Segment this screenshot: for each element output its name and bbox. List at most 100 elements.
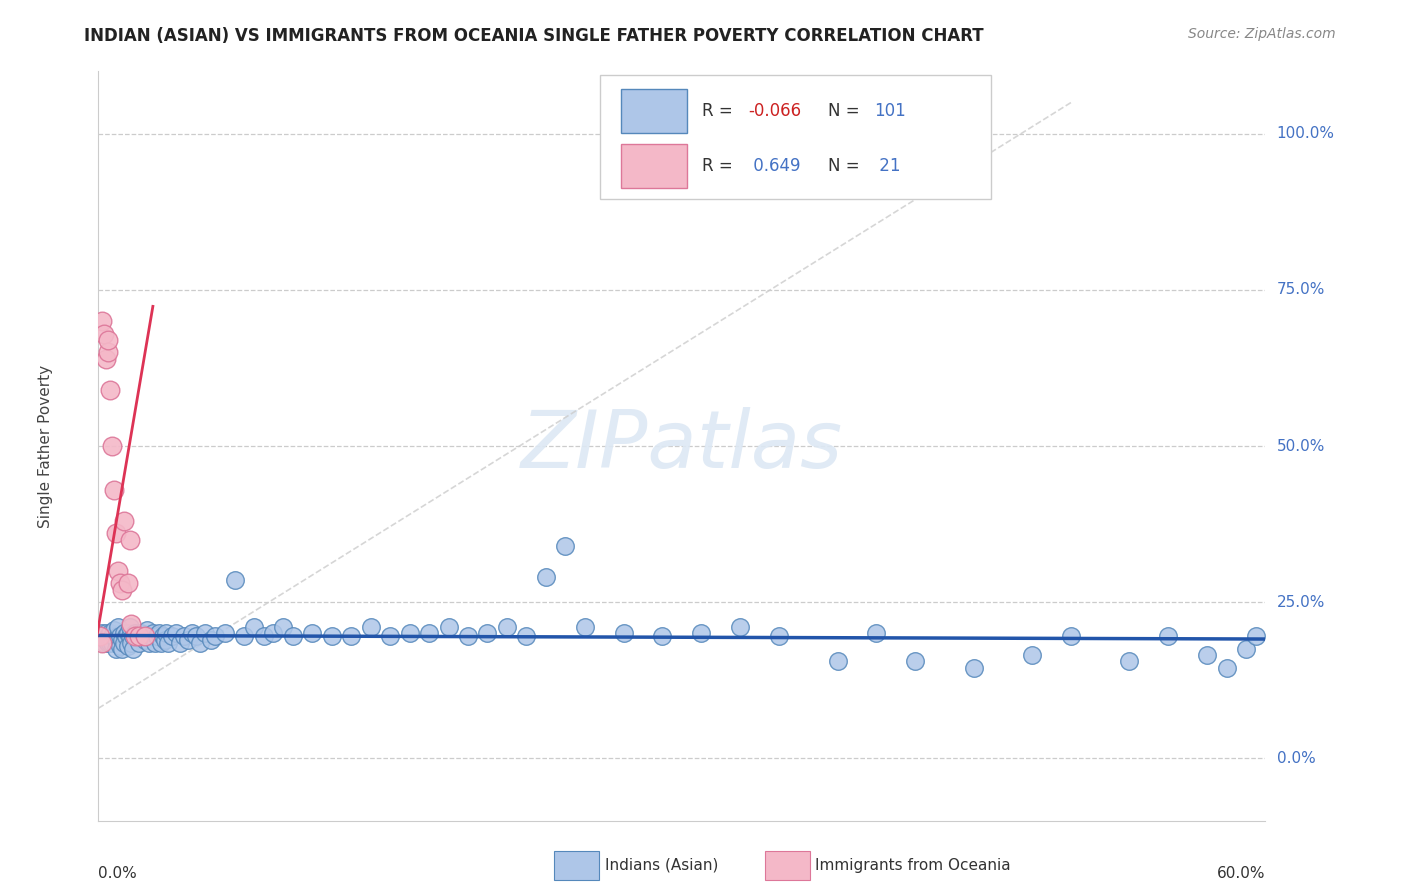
Point xyxy=(962,660,984,675)
Point xyxy=(128,635,150,649)
Point xyxy=(214,626,236,640)
Point xyxy=(91,626,114,640)
Text: INDIAN (ASIAN) VS IMMIGRANTS FROM OCEANIA SINGLE FATHER POVERTY CORRELATION CHAR: INDIAN (ASIAN) VS IMMIGRANTS FROM OCEANI… xyxy=(84,27,984,45)
Point xyxy=(173,630,195,644)
Point xyxy=(180,626,202,640)
Text: Single Father Poverty: Single Father Poverty xyxy=(38,365,53,527)
Point xyxy=(146,630,169,644)
Text: 75.0%: 75.0% xyxy=(1277,283,1324,297)
Text: 60.0%: 60.0% xyxy=(1218,865,1265,880)
Point xyxy=(103,624,125,638)
Point xyxy=(91,635,114,649)
Point xyxy=(134,632,156,647)
Point xyxy=(104,632,127,647)
Point xyxy=(97,333,120,347)
Point xyxy=(117,576,139,591)
Point xyxy=(93,635,115,649)
Point xyxy=(281,630,304,644)
Point xyxy=(111,642,134,657)
Point xyxy=(1244,630,1267,644)
Point xyxy=(243,620,266,634)
Point xyxy=(534,570,557,584)
Point xyxy=(103,630,125,644)
Point xyxy=(121,635,143,649)
Point xyxy=(340,630,363,644)
Point xyxy=(89,630,111,644)
Point xyxy=(112,635,135,649)
Point xyxy=(108,576,131,591)
Point xyxy=(127,630,149,644)
Point xyxy=(177,632,200,647)
Point xyxy=(904,655,927,669)
Point xyxy=(118,620,141,634)
Text: 101: 101 xyxy=(875,103,907,120)
Point xyxy=(1215,660,1237,675)
Point xyxy=(96,626,118,640)
Point xyxy=(188,635,211,649)
Point xyxy=(1118,655,1140,669)
Point xyxy=(111,632,134,647)
Point xyxy=(107,630,129,644)
Text: 0.649: 0.649 xyxy=(748,157,801,175)
Point xyxy=(1157,630,1180,644)
Point xyxy=(457,630,479,644)
Point xyxy=(515,630,537,644)
Point xyxy=(1195,648,1218,662)
Point xyxy=(153,632,176,647)
Point xyxy=(117,626,139,640)
Text: R =: R = xyxy=(702,103,738,120)
Point xyxy=(122,630,145,644)
Point xyxy=(200,632,222,647)
FancyBboxPatch shape xyxy=(600,75,991,199)
Point xyxy=(101,630,124,644)
Point xyxy=(271,620,294,634)
Point xyxy=(194,626,217,640)
Text: R =: R = xyxy=(702,157,738,175)
Point xyxy=(142,626,165,640)
FancyBboxPatch shape xyxy=(621,89,686,134)
Point xyxy=(114,630,136,644)
Point xyxy=(117,639,139,653)
Point xyxy=(124,626,146,640)
Text: 21: 21 xyxy=(875,157,901,175)
Point xyxy=(651,630,673,644)
Point xyxy=(418,626,440,640)
Point xyxy=(321,630,343,644)
Point xyxy=(96,351,118,366)
Point xyxy=(149,635,172,649)
Point xyxy=(118,630,141,644)
Point xyxy=(155,626,177,640)
Point xyxy=(224,574,246,588)
Point xyxy=(301,626,323,640)
Point xyxy=(101,635,124,649)
Text: 100.0%: 100.0% xyxy=(1277,127,1334,141)
Point xyxy=(93,326,115,341)
Point xyxy=(496,620,519,634)
Point xyxy=(132,630,155,644)
Point xyxy=(360,620,382,634)
Text: N =: N = xyxy=(828,157,865,175)
Point xyxy=(101,439,124,453)
Point xyxy=(124,630,146,644)
Point xyxy=(1234,642,1257,657)
Point xyxy=(204,630,226,644)
Point xyxy=(93,630,115,644)
Point xyxy=(134,630,156,644)
Point xyxy=(143,635,166,649)
Point xyxy=(1021,648,1043,662)
Point xyxy=(233,630,256,644)
Point xyxy=(118,533,141,547)
Point xyxy=(380,630,402,644)
Point xyxy=(613,626,636,640)
Text: 0.0%: 0.0% xyxy=(1277,751,1315,765)
Point xyxy=(107,620,129,634)
Point xyxy=(91,314,114,328)
Point xyxy=(138,635,160,649)
Text: -0.066: -0.066 xyxy=(748,103,801,120)
Point xyxy=(1060,630,1083,644)
Point xyxy=(574,620,596,634)
Text: 50.0%: 50.0% xyxy=(1277,439,1324,453)
Point xyxy=(169,635,191,649)
Point xyxy=(437,620,460,634)
Point xyxy=(98,635,121,649)
